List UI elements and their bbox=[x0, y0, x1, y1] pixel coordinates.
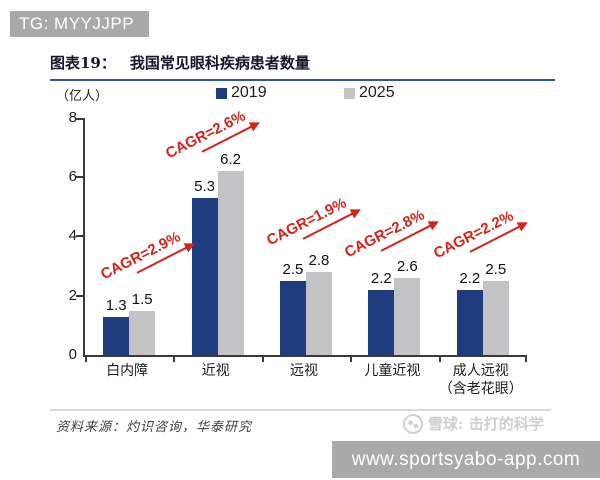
legend-label-2019: 2019 bbox=[231, 84, 267, 101]
value-label: 1.3 bbox=[105, 296, 127, 314]
value-label: 5.3 bbox=[194, 178, 215, 195]
bar-rect-2025 bbox=[394, 277, 421, 355]
value-label: 2.8 bbox=[308, 252, 330, 270]
y-tick-8: 8 bbox=[68, 109, 77, 126]
y-tick-4: 4 bbox=[68, 227, 77, 244]
x-axis-category-labels: 白内障 近视 远视 儿童近视 成人远视 （含老花眼） bbox=[83, 362, 525, 398]
value-label: 2.2 bbox=[370, 269, 392, 287]
url-watermark-box: www.sportsyabo-app.com bbox=[332, 441, 600, 478]
bar-rect-2019 bbox=[103, 316, 130, 355]
figure-title-text: 我国常见眼科疾病患者数量 bbox=[129, 54, 310, 72]
bar-rect-2025 bbox=[305, 272, 332, 355]
x-tickmark bbox=[261, 355, 264, 362]
bar-rect-2019 bbox=[279, 280, 306, 355]
value-label: 6.2 bbox=[220, 151, 241, 169]
y-tickmark bbox=[76, 176, 83, 178]
value-label: 2.2 bbox=[459, 269, 481, 287]
category-hyperopia: 远视 bbox=[289, 363, 318, 379]
bar-group-myopia: 5.3 6.2 bbox=[173, 118, 261, 355]
y-tickmark bbox=[76, 235, 83, 237]
telegram-watermark-banner: TG: MYYJJPP bbox=[10, 11, 149, 37]
bar-rect-2019 bbox=[368, 289, 395, 355]
bar-2025: 6.2 bbox=[217, 118, 244, 355]
bar-group-hyperopia: 2.5 2.8 bbox=[262, 118, 350, 355]
xueqiu-snowball-logo-icon bbox=[403, 413, 423, 434]
value-label: 2.6 bbox=[396, 257, 418, 275]
bar-group-child-myopia: 2.2 2.6 bbox=[350, 118, 438, 355]
bar-2025: 2.6 bbox=[394, 118, 421, 355]
y-tick-6: 6 bbox=[68, 168, 77, 185]
bar-2019: 2.2 bbox=[368, 118, 395, 355]
value-label: 2.5 bbox=[485, 260, 507, 278]
y-tick-2: 2 bbox=[68, 287, 77, 304]
bar-chart-plot: 8 6 4 2 0 1.3 1.5 bbox=[69, 107, 527, 363]
figure-bottom-divider bbox=[50, 409, 551, 411]
value-label: 2.5 bbox=[282, 260, 304, 278]
category-cataract: 白内障 bbox=[106, 363, 149, 379]
y-axis-unit-label: （亿人） bbox=[56, 89, 109, 104]
xueqiu-watermark: 雪球: 击打的科学 bbox=[403, 413, 544, 434]
bar-rect-2025 bbox=[217, 171, 244, 355]
xueqiu-watermark-text: 雪球: 击打的科学 bbox=[428, 415, 544, 433]
bar-rect-2019 bbox=[456, 289, 483, 355]
bar-rect-2025 bbox=[482, 280, 509, 355]
category-adult-hyperopia: 成人远视 （含老花眼） bbox=[438, 363, 523, 397]
y-tick-0: 0 bbox=[68, 346, 77, 363]
y-tickmark bbox=[76, 295, 83, 297]
data-source-note: 资料来源：灼识咨询，华泰研究 bbox=[56, 420, 253, 435]
bar-rect-2019 bbox=[191, 198, 218, 355]
bar-groups: 1.3 1.5 5.3 6.2 bbox=[85, 118, 527, 355]
bar-rect-2025 bbox=[129, 310, 156, 355]
figure-number: 图表19： bbox=[50, 54, 116, 72]
legend-swatch-2019 bbox=[216, 87, 227, 99]
category-myopia: 近视 bbox=[201, 363, 230, 379]
x-tickmark bbox=[438, 355, 441, 362]
legend-entry-2019: 2019 bbox=[216, 84, 267, 102]
bar-2019: 5.3 bbox=[191, 118, 218, 355]
bar-2025: 2.5 bbox=[482, 118, 509, 355]
legend-label-2025: 2025 bbox=[359, 84, 395, 101]
x-tickmark bbox=[350, 355, 353, 362]
bar-2025: 2.8 bbox=[305, 118, 332, 355]
value-label: 1.5 bbox=[131, 290, 153, 308]
figure-title: 图表19： 我国常见眼科疾病患者数量 bbox=[50, 52, 555, 81]
x-tickmark bbox=[525, 355, 527, 362]
x-tickmark bbox=[173, 355, 176, 362]
bar-2019: 2.5 bbox=[279, 118, 306, 355]
y-tickmark bbox=[76, 118, 83, 120]
legend-swatch-2025 bbox=[344, 87, 355, 99]
bar-group-adult-hyperopia: 2.2 2.5 bbox=[439, 118, 527, 355]
bar-group-cataract: 1.3 1.5 bbox=[85, 118, 173, 355]
bar-2025: 1.5 bbox=[129, 118, 156, 355]
x-tickmark bbox=[85, 355, 87, 362]
legend-entry-2025: 2025 bbox=[344, 84, 395, 102]
category-child-myopia: 儿童近视 bbox=[364, 363, 421, 379]
bar-2019: 1.3 bbox=[103, 118, 130, 355]
bar-2019: 2.2 bbox=[456, 118, 483, 355]
